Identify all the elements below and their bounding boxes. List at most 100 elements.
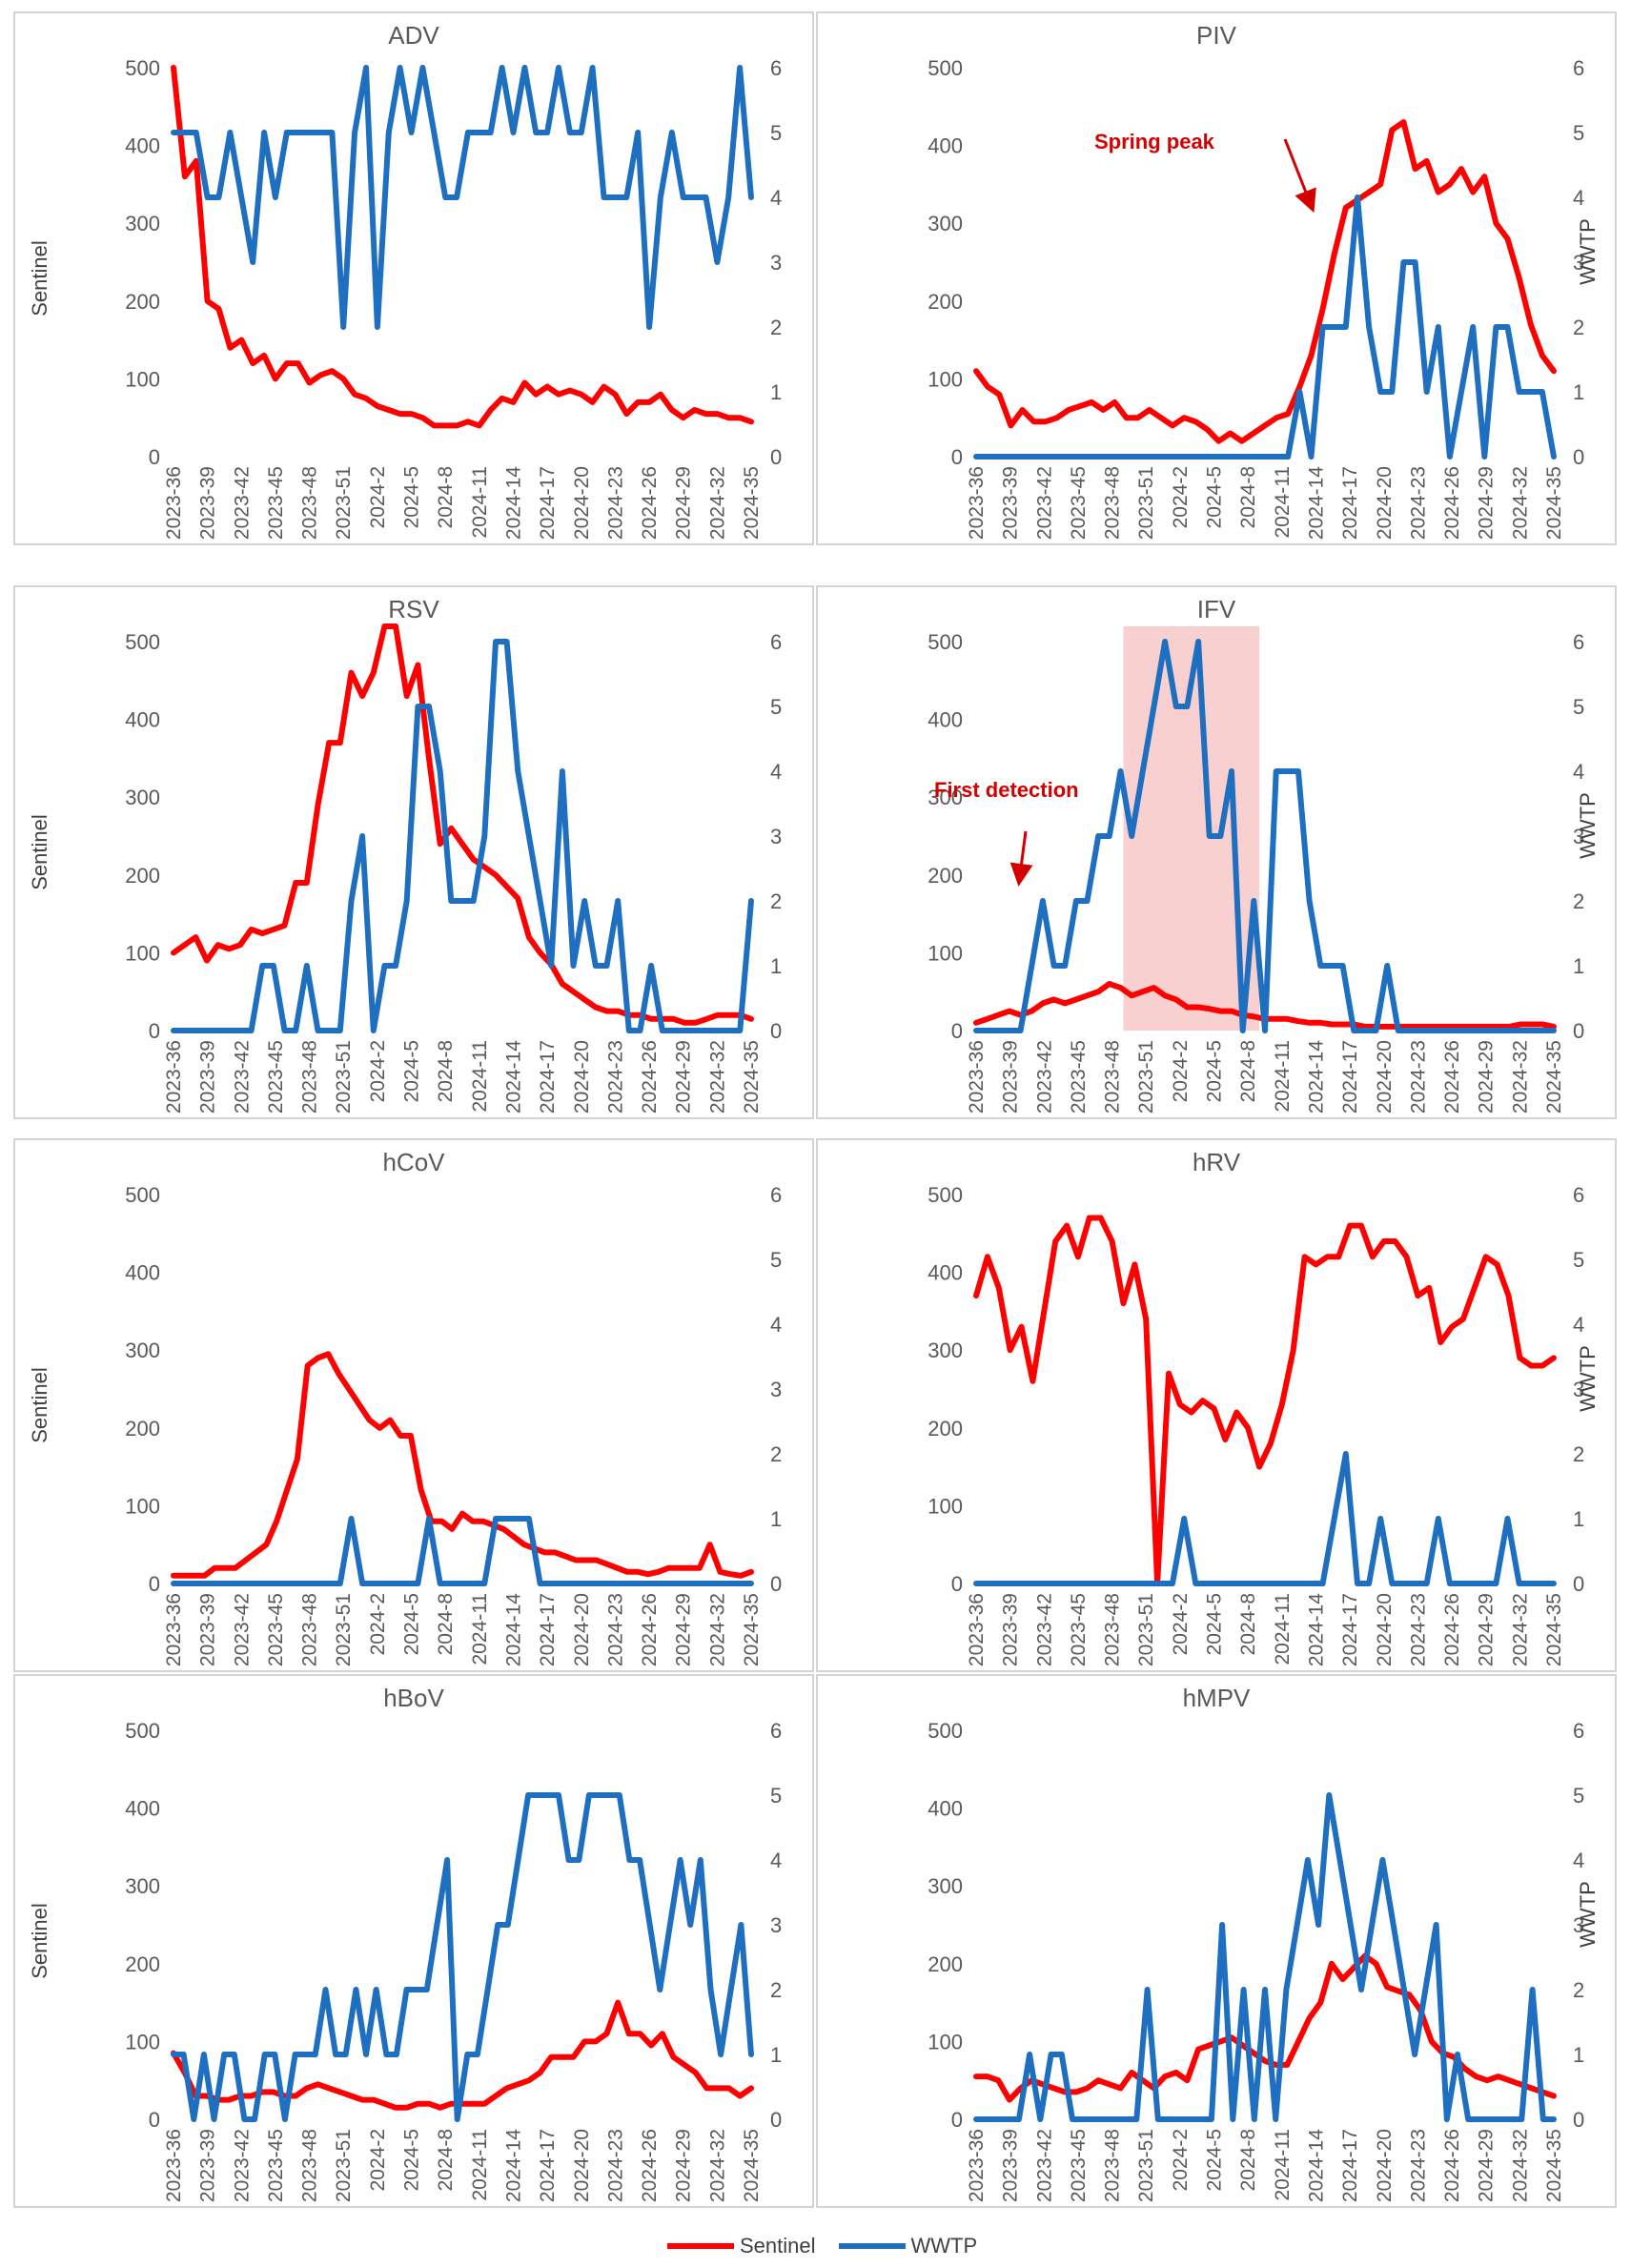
x-tick-label: 2024-8 bbox=[435, 466, 457, 528]
x-tick-label: 2024-26 bbox=[639, 1593, 661, 1666]
x-tick-label: 2024-23 bbox=[1407, 1593, 1429, 1666]
y-right-tick-label: 0 bbox=[1573, 1019, 1584, 1043]
x-tick-label: 2024-5 bbox=[1204, 1040, 1226, 1102]
chart-title: ADV bbox=[388, 21, 439, 50]
y-right-tick-label: 6 bbox=[1573, 1183, 1584, 1207]
x-tick-label: 2024-17 bbox=[1339, 1593, 1361, 1666]
x-tick-label: 2024-14 bbox=[502, 1593, 524, 1666]
y-right-tick-label: 1 bbox=[1573, 954, 1584, 978]
x-tick-label: 2024-29 bbox=[673, 466, 695, 540]
series-line-sentinel bbox=[171, 65, 754, 429]
chart-svg-ifv: 0 100 200 300 400 500 0 1 2 3 4 5 6 2023-36 2023-39 202… bbox=[928, 626, 1584, 1114]
x-tick-label: 2024-32 bbox=[1509, 1040, 1531, 1114]
chart-panel-rsv: 0 100 200 300 400 500 0 1 2 3 4 5 6 2023-36 2023-39 202… bbox=[13, 585, 814, 1119]
x-tick-label: 2024-2 bbox=[1170, 466, 1192, 528]
x-tick-label: 2024-23 bbox=[1407, 1040, 1429, 1114]
y-left-tick-label: 0 bbox=[951, 445, 963, 469]
y-right-tick-label: 3 bbox=[1573, 251, 1584, 275]
y-left-tick-label: 0 bbox=[951, 2108, 963, 2132]
x-tick-label: 2024-11 bbox=[469, 2129, 491, 2201]
x-tick-label: 2023-39 bbox=[197, 2129, 219, 2202]
x-tick-label: 2023-48 bbox=[299, 1040, 321, 1114]
x-tick-label: 2023-48 bbox=[1102, 1040, 1124, 1114]
x-tick-label: 2024-2 bbox=[367, 2129, 389, 2191]
x-tick-label: 2023-39 bbox=[1000, 1040, 1022, 1114]
x-tick-label: 2024-26 bbox=[1441, 466, 1463, 540]
y-right-tick-label: 4 bbox=[770, 186, 782, 210]
x-tick-label: 2023-45 bbox=[265, 466, 287, 540]
x-tick-label: 2024-5 bbox=[1204, 1593, 1226, 1655]
chart-title: hRV bbox=[1192, 1148, 1241, 1176]
y-left-tick-label: 500 bbox=[125, 1719, 160, 1743]
x-tick-label: 2023-42 bbox=[1033, 2129, 1055, 2202]
x-tick-label: 2024-32 bbox=[706, 2129, 728, 2202]
x-tick-label: 2024-23 bbox=[1407, 466, 1429, 540]
chart-panel-adv: 0 100 200 300 400 500 0 1 2 3 4 5 6 2023-36 2023-39 202… bbox=[13, 11, 814, 545]
x-tick-label: 2024-35 bbox=[741, 466, 763, 540]
y-left-tick-label: 500 bbox=[125, 630, 160, 654]
x-tick-label: 2024-35 bbox=[1543, 1593, 1565, 1666]
x-tick-label: 2024-14 bbox=[1305, 2129, 1327, 2202]
y-right-tick-label: 2 bbox=[770, 889, 782, 913]
y-axis-label-right: WWTP bbox=[1576, 1881, 1600, 1948]
series-line-wwtp bbox=[973, 639, 1557, 1033]
y-right-tick-label: 5 bbox=[770, 121, 782, 145]
x-tick-label: 2024-17 bbox=[1339, 466, 1361, 540]
series-line-sentinel bbox=[973, 1215, 1557, 1586]
chart-svg-hcov: 0 100 200 300 400 500 0 1 2 3 4 5 6 2023-36 2023-39 202… bbox=[125, 1183, 782, 1666]
x-tick-label: 2023-51 bbox=[1135, 466, 1157, 540]
y-left-tick-label: 200 bbox=[125, 1952, 160, 1976]
x-tick-label: 2024-17 bbox=[537, 1593, 559, 1666]
legend-swatch-wwtp bbox=[838, 2243, 906, 2249]
legend-item-wwtp: WWTP bbox=[838, 2234, 977, 2258]
y-left-tick-label: 200 bbox=[928, 1417, 963, 1440]
x-tick-label: 2023-45 bbox=[265, 2129, 287, 2202]
annotation-spring-peak: Spring peak bbox=[1094, 130, 1214, 153]
y-axis-label-left: Sentinel bbox=[28, 1367, 51, 1443]
x-tick-label: 2024-14 bbox=[502, 466, 524, 540]
x-tick-label: 2024-35 bbox=[741, 2129, 763, 2202]
x-tick-label: 2024-14 bbox=[1305, 1040, 1327, 1114]
y-right-tick-label: 0 bbox=[770, 445, 782, 469]
y-right-tick-label: 4 bbox=[770, 1313, 782, 1337]
y-right-tick-label: 2 bbox=[770, 1442, 782, 1466]
x-tick-label: 2023-51 bbox=[1135, 1040, 1157, 1114]
y-left-tick-label: 400 bbox=[928, 1261, 963, 1285]
x-tick-label: 2023-51 bbox=[333, 1593, 355, 1666]
chart-title: hCoV bbox=[382, 1148, 445, 1176]
x-tick-label: 2023-51 bbox=[1135, 1593, 1157, 1666]
x-tick-label: 2024-35 bbox=[1543, 2129, 1565, 2202]
chart-svg-hrv: 0 100 200 300 400 500 0 1 2 3 4 5 6 2023-36 2023-39 202… bbox=[928, 1183, 1584, 1666]
y-left-tick-label: 100 bbox=[928, 1494, 963, 1518]
x-tick-label: 2024-26 bbox=[639, 466, 661, 540]
x-tick-label: 2023-36 bbox=[163, 2129, 185, 2202]
x-tick-label: 2023-42 bbox=[1033, 466, 1055, 540]
x-tick-label: 2024-11 bbox=[469, 1040, 491, 1113]
x-tick-label: 2024-8 bbox=[1237, 1593, 1259, 1655]
y-right-tick-label: 3 bbox=[1573, 1913, 1584, 1937]
y-left-tick-label: 300 bbox=[125, 786, 160, 809]
x-tick-label: 2024-20 bbox=[571, 1593, 593, 1666]
series-line-wwtp bbox=[171, 65, 754, 330]
x-tick-label: 2023-51 bbox=[333, 466, 355, 540]
chart-svg-hmpv: 0 100 200 300 400 500 0 1 2 3 4 5 6 2023-36 2023-39 202… bbox=[928, 1719, 1584, 2202]
x-tick-label: 2023-39 bbox=[197, 1593, 219, 1666]
annotation-arrow bbox=[1009, 830, 1033, 887]
y-right-tick-label: 0 bbox=[770, 1019, 782, 1043]
y-left-tick-label: 300 bbox=[125, 1338, 160, 1362]
x-tick-label: 2024-8 bbox=[435, 2129, 457, 2191]
legend: Sentinel WWTP bbox=[667, 2231, 1000, 2261]
y-left-tick-label: 500 bbox=[928, 1183, 963, 1207]
x-tick-label: 2024-26 bbox=[1441, 2129, 1463, 2202]
y-right-tick-label: 5 bbox=[1573, 1784, 1584, 1808]
x-tick-label: 2024-29 bbox=[673, 2129, 695, 2202]
x-tick-label: 2023-42 bbox=[231, 466, 253, 540]
series-line-wwtp bbox=[973, 1792, 1557, 2122]
y-right-tick-label: 1 bbox=[770, 1507, 782, 1531]
x-tick-label: 2023-36 bbox=[966, 466, 988, 540]
chart-panel-hmpv: 0 100 200 300 400 500 0 1 2 3 4 5 6 2023-36 2023-39 202… bbox=[816, 1674, 1617, 2208]
x-tick-label: 2023-45 bbox=[1068, 1040, 1090, 1114]
x-tick-label: 2024-2 bbox=[1170, 1040, 1192, 1102]
x-tick-label: 2024-5 bbox=[1204, 2129, 1226, 2191]
